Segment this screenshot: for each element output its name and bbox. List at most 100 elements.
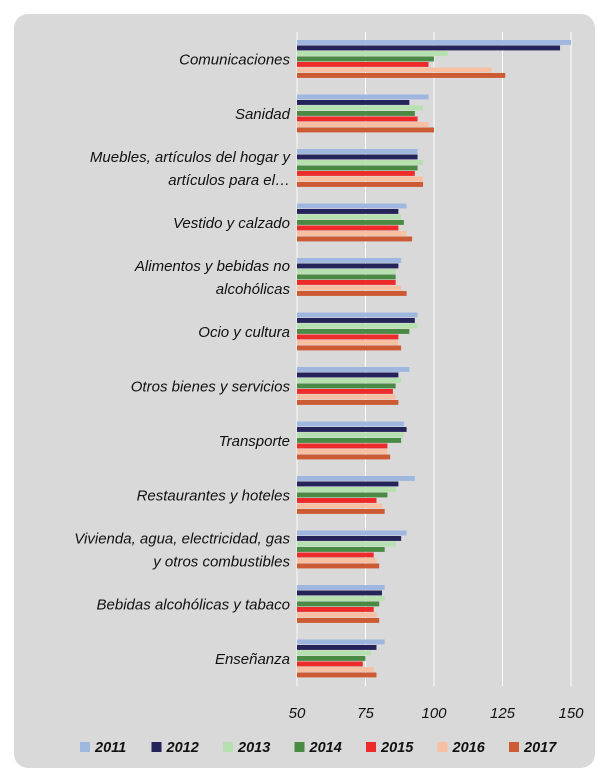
gridlines: [296, 32, 572, 686]
bar-2011: [297, 94, 429, 100]
bar-2017: [297, 127, 434, 133]
bar-2011: [297, 530, 407, 536]
bar-2015: [297, 62, 429, 67]
bar-2017: [297, 509, 385, 514]
bar-2017: [297, 400, 399, 405]
bar-2013: [297, 51, 448, 56]
bar-2014: [297, 274, 396, 280]
bar-2011: [297, 639, 385, 645]
bar-2012: [297, 263, 399, 269]
category-label: y otros combustibles: [152, 553, 290, 570]
legend-label: 2011: [94, 740, 126, 756]
bar-2013: [297, 650, 371, 656]
bar-2015: [297, 498, 377, 503]
legend-swatch: [366, 742, 376, 752]
bar-2014: [297, 220, 404, 225]
bar-2012: [297, 481, 399, 487]
bar-2016: [297, 122, 429, 127]
category-label: Transporte: [219, 433, 290, 450]
category-label: Alimentos y bebidas no: [134, 258, 290, 275]
bar-2014: [297, 438, 402, 443]
bar-2016: [297, 340, 399, 345]
bar-2016: [297, 394, 396, 400]
bar-2017: [297, 618, 380, 623]
bar-2013: [297, 596, 385, 601]
category-label: Bebidas alcohólicas y tabaco: [97, 596, 290, 613]
bar-2011: [297, 367, 410, 372]
bar-2013: [297, 323, 418, 329]
bar-2014: [297, 601, 380, 607]
legend-swatch: [294, 742, 305, 752]
bar-2012: [297, 154, 418, 160]
bar-2011: [297, 258, 402, 263]
bar-2017: [297, 563, 380, 569]
bar-2011: [297, 40, 571, 45]
bar-2016: [297, 612, 377, 618]
category-label: Enseñanza: [215, 651, 290, 668]
bar-2014: [297, 329, 410, 334]
bar-2017: [297, 454, 391, 460]
bar-2011: [297, 203, 407, 209]
bar-2013: [297, 378, 402, 383]
bar-2016: [297, 67, 492, 73]
legend-label: 2013: [237, 740, 270, 756]
bar-2013: [297, 160, 424, 165]
bar-2011: [297, 476, 415, 481]
category-label: artículos para el…: [168, 172, 290, 189]
bar-2015: [297, 389, 393, 394]
bar-2014: [297, 656, 366, 661]
x-tick-label: 100: [421, 705, 447, 722]
bar-2014: [297, 111, 415, 116]
bar-2013: [297, 541, 396, 547]
bar-2013: [297, 214, 402, 220]
category-label: Restaurantes y hoteles: [137, 487, 291, 504]
bar-2017: [297, 291, 407, 296]
bar-2011: [297, 421, 404, 427]
bar-2012: [297, 100, 410, 105]
legend-swatch: [223, 742, 233, 752]
bar-2016: [297, 285, 402, 291]
category-label: Comunicaciones: [179, 51, 290, 68]
bar-2015: [297, 225, 399, 231]
bar-2012: [297, 645, 377, 650]
bar-2017: [297, 236, 413, 242]
bar-2015: [297, 334, 399, 340]
bar-2013: [297, 105, 424, 111]
bar-2012: [297, 536, 402, 541]
bar-2011: [297, 585, 385, 590]
bar-2012: [297, 318, 415, 323]
legend-label: 2014: [309, 740, 342, 756]
bar-2012: [297, 372, 399, 378]
bar-2015: [297, 661, 363, 667]
bar-2014: [297, 383, 396, 389]
bar-2016: [297, 667, 374, 672]
x-tick-label: 125: [490, 705, 516, 722]
bar-2017: [297, 345, 402, 351]
legend-label: 2016: [452, 740, 486, 756]
category-label: Vivienda, agua, electricidad, gas: [74, 530, 290, 547]
bar-2013: [297, 269, 396, 274]
x-tick-label: 50: [289, 705, 306, 722]
bar-2012: [297, 45, 561, 51]
bar-2017: [297, 672, 377, 678]
bar-2017: [297, 182, 424, 187]
bar-2011: [297, 312, 418, 318]
bar-2015: [297, 171, 415, 176]
legend-label: 2017: [523, 740, 557, 756]
legend-swatch: [151, 742, 162, 752]
legend-swatch: [437, 742, 448, 752]
bar-2011: [297, 149, 418, 154]
bar-2016: [297, 231, 407, 236]
bar-2012: [297, 209, 399, 214]
legend-swatch: [80, 742, 90, 752]
bar-2016: [297, 449, 388, 454]
bar-2012: [297, 590, 382, 596]
bar-2014: [297, 492, 388, 498]
bar-2013: [297, 432, 404, 438]
legend-label: 2015: [380, 740, 414, 756]
bar-2015: [297, 116, 418, 122]
bar-2014: [297, 56, 434, 62]
legend-label: 2012: [166, 740, 199, 756]
bar-2015: [297, 443, 388, 449]
